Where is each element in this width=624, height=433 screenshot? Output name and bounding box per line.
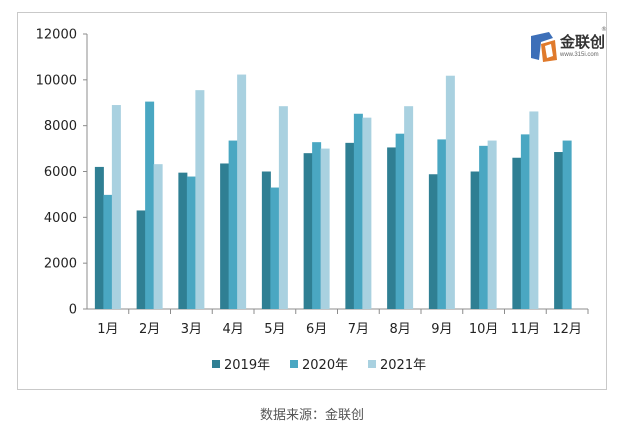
bar-1-5 (261, 171, 271, 309)
x-tick-label: 7月 (348, 322, 369, 337)
x-tick-label: 5月 (264, 322, 285, 337)
x-tick-label: 3月 (181, 322, 202, 337)
bar-1-3 (178, 172, 188, 309)
bar-2-8 (395, 133, 405, 309)
bar-1-1 (94, 166, 104, 309)
y-tick-label: 0 (69, 303, 77, 318)
bar-2-4 (228, 140, 238, 309)
bar-1-12 (554, 152, 564, 309)
bar-3-9 (445, 75, 455, 309)
y-tick-label: 12000 (36, 28, 77, 43)
x-tick-label: 1月 (97, 322, 118, 337)
bar-3-10 (487, 140, 497, 309)
logo-registered-mark: ® (601, 26, 607, 33)
bar-2-6 (312, 142, 322, 309)
bar-2-11 (520, 134, 530, 309)
bar-1-7 (345, 142, 355, 309)
logo-url: www.315i.com (560, 52, 599, 58)
legend-swatch-1 (212, 360, 220, 368)
bar-3-2 (153, 164, 163, 309)
x-tick-label: 8月 (389, 322, 410, 337)
bar-3-6 (320, 148, 330, 309)
legend-label-1: 2019年 (224, 358, 270, 373)
bar-1-4 (220, 163, 230, 309)
x-tick-label: 12月 (552, 322, 582, 337)
bar-1-2 (136, 210, 146, 309)
bar-3-11 (529, 111, 539, 309)
data-source-note: 数据来源：金联创 (259, 408, 364, 423)
bar-1-10 (470, 171, 480, 309)
x-tick-label: 11月 (511, 322, 541, 337)
jinlianchuang-logo-icon (531, 32, 557, 62)
y-tick-label: 10000 (36, 73, 77, 88)
bar-2-10 (479, 145, 489, 309)
bar-2-12 (562, 140, 572, 309)
bar-1-6 (303, 153, 313, 309)
y-tick-label: 8000 (44, 119, 77, 134)
legend-label-3: 2021年 (380, 358, 426, 373)
x-tick-label: 10月 (469, 322, 499, 337)
bar-2-2 (145, 101, 155, 310)
bar-1-11 (512, 157, 522, 309)
bar-2-5 (270, 187, 280, 309)
bar-2-1 (103, 194, 113, 309)
bar-3-7 (362, 117, 372, 309)
bar-1-9 (428, 174, 438, 309)
bar-3-1 (111, 105, 121, 310)
logo-name: 金联创 (560, 33, 606, 51)
x-tick-label: 4月 (222, 322, 243, 337)
bar-3-8 (404, 106, 414, 309)
bar-3-5 (278, 106, 288, 309)
y-tick-label: 6000 (44, 165, 77, 180)
x-tick-label: 9月 (431, 322, 452, 337)
x-tick-label: 6月 (306, 322, 327, 337)
x-tick-label: 2月 (139, 322, 160, 337)
legend-label-2: 2020年 (302, 358, 348, 373)
y-tick-label: 2000 (44, 257, 77, 272)
bar-1-8 (387, 147, 397, 309)
y-tick-label: 4000 (44, 211, 77, 226)
bar-3-3 (195, 90, 205, 309)
bar-2-7 (353, 113, 363, 309)
bar-3-4 (237, 74, 247, 309)
legend-swatch-3 (368, 360, 376, 368)
bar-2-9 (437, 139, 447, 309)
legend-swatch-2 (290, 360, 298, 368)
bar-2-3 (186, 176, 196, 309)
